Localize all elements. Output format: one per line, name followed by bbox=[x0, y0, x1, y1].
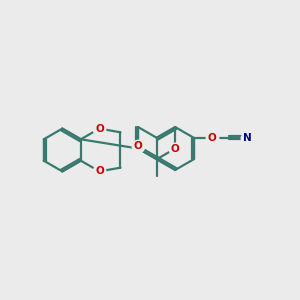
Text: O: O bbox=[134, 141, 142, 152]
Text: O: O bbox=[95, 167, 104, 176]
Text: O: O bbox=[171, 143, 180, 154]
Text: N: N bbox=[243, 133, 252, 143]
Text: O: O bbox=[95, 124, 104, 134]
Text: O: O bbox=[208, 133, 216, 143]
